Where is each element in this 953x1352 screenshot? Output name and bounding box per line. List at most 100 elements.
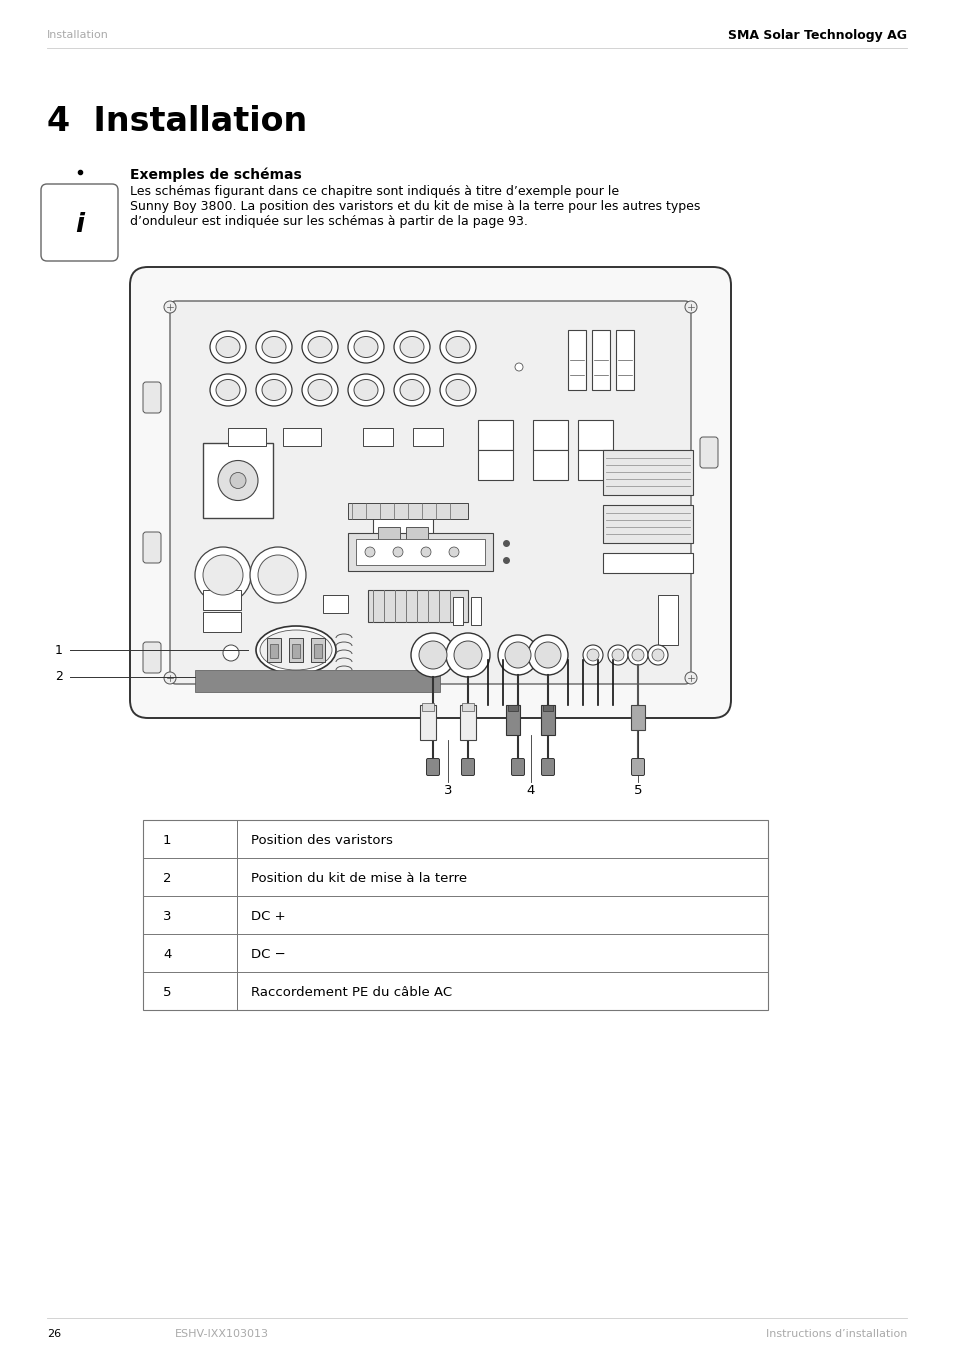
Bar <box>143 821 767 1010</box>
Circle shape <box>535 642 560 668</box>
Circle shape <box>504 642 531 668</box>
Ellipse shape <box>399 337 423 357</box>
Text: 26: 26 <box>47 1329 61 1338</box>
Ellipse shape <box>394 331 430 362</box>
Bar <box>453 598 462 625</box>
Circle shape <box>515 362 522 370</box>
Circle shape <box>250 548 306 603</box>
Bar <box>471 598 480 625</box>
Ellipse shape <box>210 331 246 362</box>
Text: Raccordement PE du câble AC: Raccordement PE du câble AC <box>251 986 452 999</box>
Bar <box>630 704 644 730</box>
Bar <box>363 429 393 446</box>
Bar <box>413 429 442 446</box>
Circle shape <box>420 548 431 557</box>
Ellipse shape <box>255 375 292 406</box>
Circle shape <box>203 556 243 595</box>
Bar <box>311 638 325 662</box>
Bar <box>578 450 613 480</box>
Bar <box>289 638 303 662</box>
Circle shape <box>497 635 537 675</box>
Bar <box>203 612 241 631</box>
Ellipse shape <box>262 380 286 400</box>
Circle shape <box>454 641 481 669</box>
Bar <box>323 595 348 612</box>
Ellipse shape <box>354 337 377 357</box>
Bar <box>477 420 513 450</box>
FancyBboxPatch shape <box>541 758 554 776</box>
Ellipse shape <box>348 375 384 406</box>
Circle shape <box>612 649 623 661</box>
Text: 1: 1 <box>55 644 63 657</box>
Circle shape <box>393 548 402 557</box>
Circle shape <box>365 548 375 557</box>
Text: Exemples de schémas: Exemples de schémas <box>130 168 301 183</box>
Bar <box>373 506 433 571</box>
Ellipse shape <box>262 337 286 357</box>
Bar <box>602 553 692 573</box>
Text: 3: 3 <box>163 910 172 922</box>
Bar <box>203 443 273 518</box>
Bar <box>194 671 439 692</box>
Text: 5: 5 <box>633 784 641 796</box>
Text: DC −: DC − <box>251 948 286 960</box>
Bar <box>270 644 277 658</box>
Bar <box>602 450 692 495</box>
Bar <box>658 595 678 645</box>
FancyBboxPatch shape <box>170 301 690 684</box>
Bar <box>602 506 692 544</box>
Ellipse shape <box>302 331 337 362</box>
Circle shape <box>651 649 663 661</box>
Ellipse shape <box>260 630 332 671</box>
Bar <box>540 704 555 735</box>
Text: 4  Installation: 4 Installation <box>47 105 307 138</box>
Ellipse shape <box>446 380 470 400</box>
Bar <box>419 704 436 740</box>
Circle shape <box>586 649 598 661</box>
Ellipse shape <box>399 380 423 400</box>
Bar <box>267 638 281 662</box>
Circle shape <box>607 645 627 665</box>
Circle shape <box>194 548 251 603</box>
Text: 3: 3 <box>443 784 452 796</box>
Text: Sunny Boy 3800. La position des varistors et du kit de mise à la terre pour les : Sunny Boy 3800. La position des varistor… <box>130 200 700 214</box>
Text: 1: 1 <box>163 833 172 846</box>
Bar <box>616 330 634 389</box>
Bar <box>355 539 484 565</box>
Bar <box>421 703 434 711</box>
Ellipse shape <box>446 337 470 357</box>
Ellipse shape <box>210 375 246 406</box>
Text: Installation: Installation <box>47 30 109 41</box>
Bar <box>507 704 517 711</box>
Bar <box>505 704 519 735</box>
FancyBboxPatch shape <box>41 184 118 261</box>
Circle shape <box>230 472 246 488</box>
Bar <box>477 450 513 480</box>
Bar <box>459 704 476 740</box>
Text: 4: 4 <box>526 784 535 796</box>
Ellipse shape <box>215 380 240 400</box>
Bar <box>368 589 468 622</box>
Bar <box>283 429 320 446</box>
Circle shape <box>527 635 567 675</box>
Bar <box>348 503 468 519</box>
Circle shape <box>582 645 602 665</box>
Bar <box>578 420 613 450</box>
Circle shape <box>449 548 458 557</box>
Circle shape <box>446 633 490 677</box>
Circle shape <box>627 645 647 665</box>
Text: Instructions d’installation: Instructions d’installation <box>765 1329 906 1338</box>
Ellipse shape <box>215 337 240 357</box>
Circle shape <box>684 672 697 684</box>
Ellipse shape <box>439 375 476 406</box>
Bar <box>228 429 266 446</box>
Bar <box>533 450 567 480</box>
FancyBboxPatch shape <box>631 758 644 776</box>
Ellipse shape <box>308 337 332 357</box>
Text: 5: 5 <box>163 986 172 999</box>
Bar <box>592 330 609 389</box>
Bar <box>406 527 428 562</box>
Text: Position des varistors: Position des varistors <box>251 833 393 846</box>
Text: i: i <box>75 212 85 238</box>
FancyBboxPatch shape <box>143 642 161 673</box>
